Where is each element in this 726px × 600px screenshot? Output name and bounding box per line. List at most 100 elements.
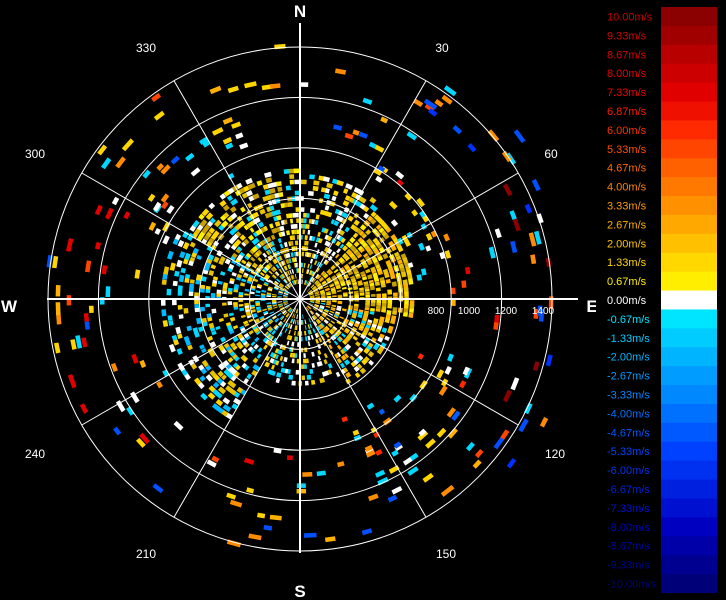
- echo-gate: [345, 256, 350, 262]
- echo-gate: [348, 291, 354, 294]
- echo-gate: [365, 304, 370, 308]
- echo-gate: [375, 252, 382, 258]
- echo-gate: [321, 314, 326, 318]
- echo-gate: [378, 246, 386, 254]
- echo-gate: [283, 168, 291, 174]
- echo-gate: [531, 178, 541, 192]
- echo-gate: [354, 372, 361, 379]
- echo-gate: [322, 341, 327, 347]
- echo-gate: [345, 248, 352, 255]
- echo-gate: [305, 306, 309, 311]
- echo-gate: [250, 341, 256, 347]
- echo-gate: [325, 188, 330, 194]
- echo-gate: [294, 353, 298, 358]
- echo-gate: [190, 363, 198, 370]
- echo-gate: [280, 231, 286, 237]
- colorbar-swatch: [661, 177, 717, 197]
- colorbar-swatches: [661, 7, 717, 593]
- echo-gate: [259, 272, 265, 277]
- echo-gate: [474, 449, 484, 459]
- echo-gate: [397, 259, 403, 265]
- echo-gate: [238, 253, 244, 260]
- echo-gate: [254, 318, 260, 322]
- echo-gate: [417, 353, 424, 360]
- echo-gate: [289, 218, 294, 224]
- echo-gate: [199, 219, 208, 228]
- echo-gate: [269, 342, 275, 348]
- echo-gate: [302, 229, 306, 235]
- echo-gate: [207, 335, 214, 342]
- echo-gate: [189, 283, 195, 288]
- echo-gate: [336, 179, 344, 187]
- echo-gate: [244, 81, 257, 89]
- echo-gate: [255, 306, 261, 310]
- echo-gate: [325, 288, 330, 292]
- echo-gate: [319, 307, 324, 311]
- echo-gate: [341, 333, 347, 338]
- echo-gate: [277, 349, 281, 355]
- echo-gate: [182, 230, 189, 239]
- echo-gate: [176, 259, 183, 268]
- echo-gate: [263, 322, 269, 327]
- echo-gate: [246, 222, 252, 229]
- echo-gate: [352, 429, 360, 436]
- echo-gate: [342, 252, 347, 258]
- echo-gate: [293, 280, 296, 285]
- echo-gate: [281, 310, 287, 314]
- echo-gate: [249, 299, 255, 302]
- echo-gate: [335, 285, 341, 288]
- echo-gate: [324, 326, 329, 332]
- echo-gate: [262, 245, 268, 251]
- echo-gate: [173, 420, 184, 431]
- echo-gate: [273, 324, 278, 329]
- east-label: E: [586, 297, 596, 316]
- echo-gate: [376, 293, 382, 298]
- echo-gate: [325, 333, 330, 338]
- echo-gate: [272, 274, 277, 279]
- echo-gate: [387, 494, 398, 503]
- echo-gate: [269, 514, 282, 521]
- echo-gate: [283, 294, 288, 297]
- echo-gate: [343, 263, 350, 269]
- echo-gate: [233, 303, 238, 308]
- echo-gate: [192, 247, 199, 254]
- echo-gate: [292, 280, 295, 285]
- echo-gate: [383, 233, 390, 240]
- echo-gate: [222, 360, 230, 367]
- echo-gate: [178, 314, 184, 319]
- echo-gate: [227, 380, 233, 386]
- echo-gate: [312, 279, 316, 283]
- echo-gate: [494, 228, 502, 239]
- echo-gate: [256, 180, 263, 187]
- echo-gate: [276, 215, 282, 221]
- echo-gate: [274, 280, 279, 285]
- echo-gate: [367, 351, 375, 358]
- echo-gate: [384, 335, 390, 341]
- echo-gate: [336, 308, 341, 312]
- echo-gate: [174, 270, 180, 277]
- echo-gate: [230, 244, 238, 251]
- echo-gate: [362, 339, 369, 346]
- echo-gate: [358, 324, 365, 330]
- echo-gate: [204, 224, 211, 231]
- echo-gate: [264, 355, 271, 362]
- echo-gate: [288, 276, 292, 281]
- echo-gate: [226, 195, 234, 202]
- azimuth-spoke: [299, 298, 519, 426]
- echo-gate: [260, 293, 266, 296]
- echo-gate: [225, 345, 232, 352]
- echo-gate: [255, 290, 261, 294]
- echo-gate: [304, 380, 309, 386]
- echo-gate: [363, 347, 370, 355]
- echo-gate: [333, 220, 340, 227]
- echo-gate: [70, 339, 77, 350]
- echo-gate: [236, 273, 243, 279]
- echo-gate: [370, 326, 376, 332]
- echo-gate: [313, 315, 317, 320]
- echo-gate: [344, 275, 349, 280]
- echo-gate: [248, 330, 254, 335]
- echo-gate: [252, 364, 258, 370]
- echo-gate: [284, 292, 289, 295]
- echo-gate: [345, 279, 351, 284]
- echo-gate: [113, 426, 122, 436]
